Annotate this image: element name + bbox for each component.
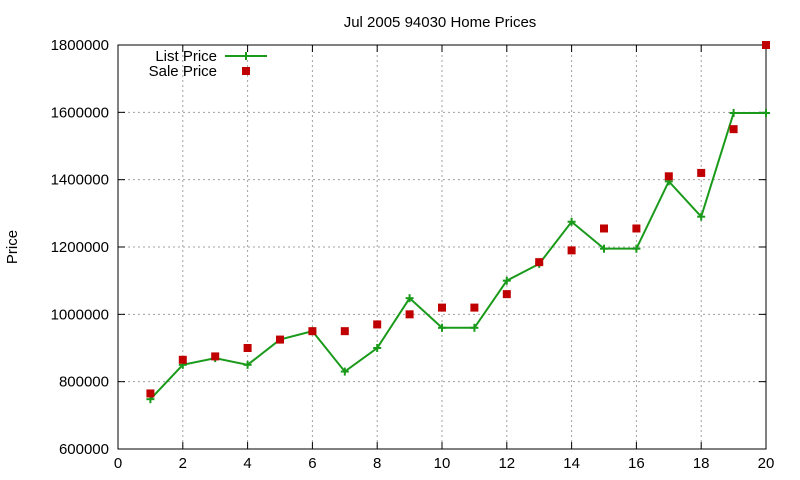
point-sale-price (308, 327, 317, 336)
point-list-price (405, 294, 414, 303)
legend: List Price Sale Price (149, 48, 267, 80)
y-tick-label: 600000 (59, 441, 109, 458)
legend-label-list-price: List Price (155, 48, 217, 65)
point-list-price (373, 344, 382, 352)
point-sale-price (146, 389, 155, 398)
legend-marker-sale-price (242, 67, 250, 75)
y-tick-label: 1800000 (51, 37, 109, 54)
y-tick-label: 800000 (59, 374, 109, 391)
axes (117, 44, 767, 450)
x-tick-label: 12 (498, 455, 515, 472)
point-sale-price (373, 320, 382, 329)
point-list-price (502, 276, 511, 285)
point-sale-price (729, 125, 738, 134)
point-sale-price (276, 335, 284, 344)
x-tick-label: 16 (628, 455, 645, 472)
point-list-price (438, 323, 446, 332)
point-list-price (470, 323, 479, 332)
series-line-list-price (149, 112, 766, 400)
x-tick-label: 10 (434, 455, 451, 472)
point-sale-price (535, 258, 544, 267)
grid (118, 45, 766, 449)
point-sale-price (600, 224, 608, 233)
x-tick-label: 4 (243, 455, 251, 472)
chart-title: Jul 2005 94030 Home Prices (344, 14, 537, 31)
point-list-price (567, 217, 576, 226)
point-list-price (762, 109, 770, 118)
point-list-price (600, 244, 608, 253)
x-tick-label: 8 (373, 455, 381, 472)
point-sale-price (664, 172, 673, 181)
point-sale-price (502, 290, 511, 299)
point-list-price (697, 212, 706, 221)
point-sale-price (340, 327, 349, 336)
point-list-price (729, 109, 738, 118)
point-sale-price (470, 303, 479, 312)
point-sale-price (438, 303, 446, 312)
point-sale-price (211, 352, 220, 361)
point-sale-price (178, 355, 187, 364)
point-sale-price (762, 41, 770, 49)
x-tick-label: 18 (693, 455, 710, 472)
y-tick-label: 1600000 (51, 104, 109, 121)
y-axis-label: Price (4, 230, 21, 264)
point-list-price (243, 360, 252, 369)
tick-labels: 0 2 4 6 8 10 12 14 16 18 20 600000 800000 1000000 1200… (51, 37, 775, 472)
y-tick-label: 1200000 (51, 239, 109, 256)
x-tick-label: 20 (758, 455, 775, 472)
x-tick-label: 2 (179, 455, 187, 472)
x-tick-label: 6 (308, 455, 316, 472)
x-tick-label: 0 (114, 455, 122, 472)
point-sale-price (567, 246, 576, 255)
y-tick-label: 1000000 (51, 306, 109, 323)
point-sale-price (405, 310, 414, 319)
point-sale-price (697, 168, 706, 177)
point-sale-price (632, 224, 641, 233)
point-list-price (340, 367, 349, 376)
legend-label-sale-price: Sale Price (149, 63, 217, 80)
point-list-price (632, 244, 641, 253)
series-layer (146, 41, 770, 404)
point-sale-price (243, 344, 252, 352)
x-tick-label: 14 (563, 455, 580, 472)
legend-marker-list-price (242, 52, 250, 60)
y-tick-label: 1400000 (51, 172, 109, 189)
